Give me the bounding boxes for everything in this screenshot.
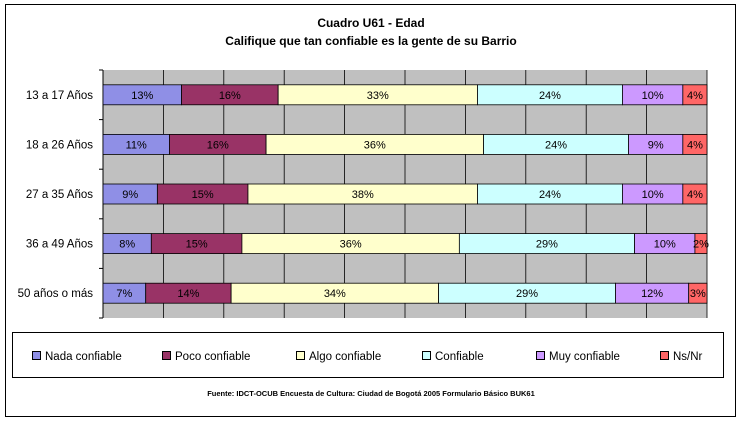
data-label: 11%: [126, 139, 147, 151]
data-label: 29%: [536, 239, 558, 251]
bar-segment: [682, 84, 708, 106]
data-label: 2%: [693, 239, 709, 251]
category-label: 18 a 26 Años: [26, 139, 93, 151]
legend-item: Ns/Nr: [660, 351, 702, 363]
category-label: 27 a 35 Años: [26, 189, 93, 201]
legend-item: Algo confiable: [296, 351, 381, 363]
category-label: 13 a 17 Años: [26, 90, 93, 102]
legend-swatch: [660, 351, 669, 360]
chart-subtitle: Califique que tan confiable es la gente …: [225, 34, 517, 48]
category-label: 36 a 49 Años: [26, 239, 93, 251]
data-label: 9%: [122, 189, 138, 201]
data-label: 16%: [207, 139, 229, 151]
source-note: Fuente: IDCT-OCUB Encuesta de Cultura: C…: [207, 389, 535, 398]
legend-label: Ns/Nr: [673, 351, 703, 363]
data-label: 4%: [687, 90, 703, 102]
data-label: 15%: [186, 239, 208, 251]
data-label: 9%: [648, 139, 664, 151]
bar-segment: [682, 133, 708, 155]
data-label: 33%: [367, 90, 389, 102]
bar-segment: [682, 183, 708, 205]
chart-title: Cuadro U61 - Edad: [317, 16, 425, 30]
data-label: 15%: [192, 189, 214, 201]
data-label: 24%: [539, 90, 561, 102]
data-label: 4%: [687, 189, 703, 201]
data-label: 7%: [116, 288, 132, 300]
data-label: 36%: [340, 239, 362, 251]
legend-label: Confiable: [435, 351, 484, 363]
data-label: 3%: [690, 288, 706, 300]
data-label: 36%: [364, 139, 386, 151]
data-label: 38%: [352, 189, 374, 201]
data-label: 10%: [654, 239, 676, 251]
legend-swatch: [162, 351, 171, 360]
legend-swatch: [296, 351, 305, 360]
data-label: 24%: [539, 189, 561, 201]
legend-label: Muy confiable: [549, 351, 620, 363]
bar-segment: [688, 282, 708, 304]
data-label: 10%: [642, 90, 664, 102]
legend-swatch: [536, 351, 545, 360]
legend-label: Nada confiable: [45, 351, 122, 363]
data-label: 16%: [219, 90, 241, 102]
bar-segment: [694, 233, 708, 255]
legend-item: Confiable: [422, 351, 484, 363]
data-label: 10%: [642, 189, 664, 201]
data-label: 12%: [641, 288, 663, 300]
legend-swatch: [32, 351, 41, 360]
data-label: 29%: [516, 288, 538, 300]
bar-chart: 13 a 17 Años 13% 16% 33% 24% 10% 4% 18 a 26 Año…: [18, 69, 709, 319]
data-label: 34%: [324, 288, 346, 300]
data-label: 8%: [119, 239, 135, 251]
data-label: 24%: [545, 139, 567, 151]
legend-item: Muy confiable: [536, 351, 620, 363]
legend-swatch: [422, 351, 431, 360]
chart-legend: Nada confiable Poco confiable Algo confiab…: [12, 332, 724, 378]
data-label: 4%: [687, 139, 703, 151]
legend-label: Algo confiable: [309, 351, 382, 363]
legend-item: Poco confiable: [162, 351, 250, 363]
legend-label: Poco confiable: [175, 351, 251, 363]
legend-item: Nada confiable: [32, 351, 122, 363]
data-label: 14%: [177, 288, 199, 300]
category-label: 50 años o más: [18, 288, 94, 300]
data-label: 13%: [131, 90, 153, 102]
